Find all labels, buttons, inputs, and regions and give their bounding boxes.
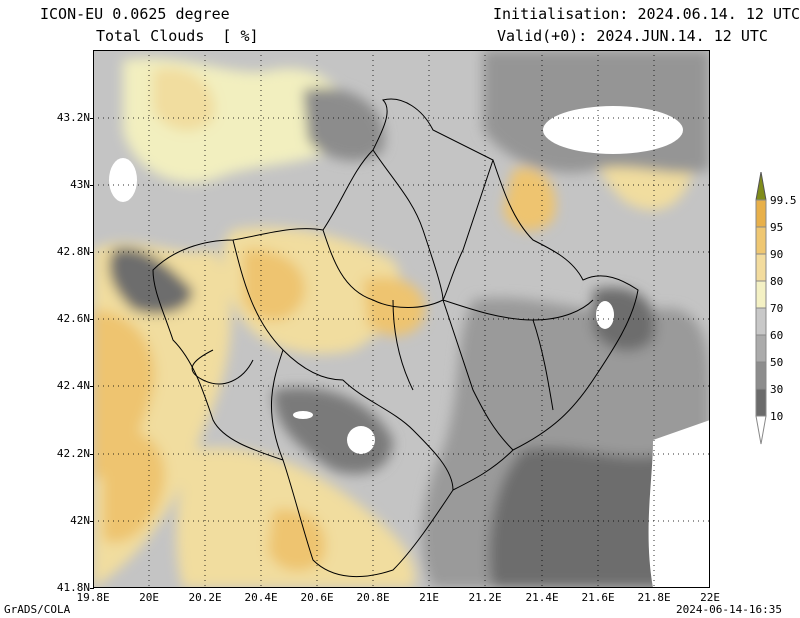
- region-boundary-1: [232, 239, 344, 381]
- lon-label: 21.2E: [468, 591, 502, 604]
- region-boundary-5: [342, 379, 454, 491]
- region-boundary-6: [442, 299, 514, 451]
- lat-label: 42N: [70, 514, 90, 527]
- clear-patch-nw: [109, 158, 137, 202]
- lat-tick: [90, 185, 94, 186]
- clear-patch-east: [596, 301, 614, 329]
- lat-label: 42.8N: [56, 245, 90, 258]
- legend-swatch: [755, 226, 767, 255]
- legend-label: 90: [770, 248, 783, 261]
- admin-boundaries: [152, 98, 639, 578]
- valid-time: Valid(+0): 2024.JUN.14. 12 UTC: [497, 27, 768, 45]
- model-title: ICON-EU 0.0625 degree: [40, 5, 230, 23]
- lon-label: 19.8E: [76, 591, 110, 604]
- legend-label: 80: [770, 275, 783, 288]
- legend-bar: 99.5 95 90 80 70 60 50 30 10: [755, 171, 797, 445]
- lon-label: 20.8E: [356, 591, 390, 604]
- lat-tick: [90, 454, 94, 455]
- init-time: Initialisation: 2024.06.14. 12 UTC: [493, 5, 800, 23]
- nw-cloud-core: [153, 68, 215, 131]
- legend-label: 95: [770, 221, 783, 234]
- field-title: Total Clouds [ %]: [96, 27, 259, 45]
- lon-label: 20.4E: [244, 591, 278, 604]
- legend-label: 50: [770, 356, 783, 369]
- lon-label: 21.8E: [637, 591, 671, 604]
- software-credit: GrADS/COLA: [4, 603, 71, 616]
- color-legend: 99.5 95 90 80 70 60 50 30 10: [755, 171, 800, 472]
- region-boundary-4: [442, 299, 594, 321]
- west-overcast-patch: [109, 248, 193, 314]
- lat-tick: [90, 252, 94, 253]
- region-boundary-2: [322, 229, 444, 308]
- legend-label: 30: [770, 383, 783, 396]
- legend-label: 99.5: [770, 194, 797, 207]
- lon-label: 20.2E: [188, 591, 222, 604]
- lat-label: 43.2N: [56, 111, 90, 124]
- cloud-field: [93, 50, 710, 588]
- legend-swatch: [755, 361, 767, 390]
- lon-label: 21.6E: [581, 591, 615, 604]
- clear-patch-ne: [543, 106, 683, 154]
- region-boundary-8: [442, 159, 494, 301]
- region-boundary-11: [392, 299, 414, 391]
- render-timestamp: 2024-06-14-16:35: [676, 603, 782, 616]
- cloud-map: [93, 50, 710, 588]
- legend-swatch: [755, 388, 767, 417]
- lat-tick: [90, 521, 94, 522]
- lat-label: 42.6N: [56, 312, 90, 325]
- lat-tick: [90, 386, 94, 387]
- region-boundary-9: [532, 319, 554, 411]
- legend-label: 10: [770, 410, 783, 423]
- legend-swatch: [755, 334, 767, 363]
- lon-label: 20.6E: [300, 591, 334, 604]
- region-boundary-10: [191, 349, 254, 385]
- central-west-dense: [243, 249, 305, 321]
- clear-patch-se: [648, 420, 710, 588]
- lat-label: 43N: [70, 178, 90, 191]
- region-boundary-7: [271, 349, 284, 461]
- legend-swatch-top: [755, 171, 767, 201]
- clear-patch-center: [347, 426, 375, 454]
- legend-label: 70: [770, 302, 783, 315]
- north-overcast-patch: [303, 88, 385, 161]
- region-boundary-3: [372, 149, 444, 301]
- legend-label: 60: [770, 329, 783, 342]
- legend-swatch-bottom: [755, 415, 767, 445]
- lat-tick: [90, 118, 94, 119]
- lon-label: 20E: [139, 591, 159, 604]
- legend-swatch: [755, 307, 767, 336]
- sw-dense-patch: [103, 428, 165, 543]
- legend-swatch: [755, 199, 767, 228]
- lon-label: 21.4E: [525, 591, 559, 604]
- lat-label: 41.8N: [56, 581, 90, 594]
- lat-tick: [90, 319, 94, 320]
- clear-patch-small: [293, 411, 313, 419]
- lat-label: 42.2N: [56, 447, 90, 460]
- lat-label: 42.4N: [56, 379, 90, 392]
- lon-label: 21E: [419, 591, 439, 604]
- legend-swatch: [755, 253, 767, 282]
- lon-label: 22E: [700, 591, 720, 604]
- lat-tick: [90, 588, 94, 589]
- legend-swatch: [755, 280, 767, 309]
